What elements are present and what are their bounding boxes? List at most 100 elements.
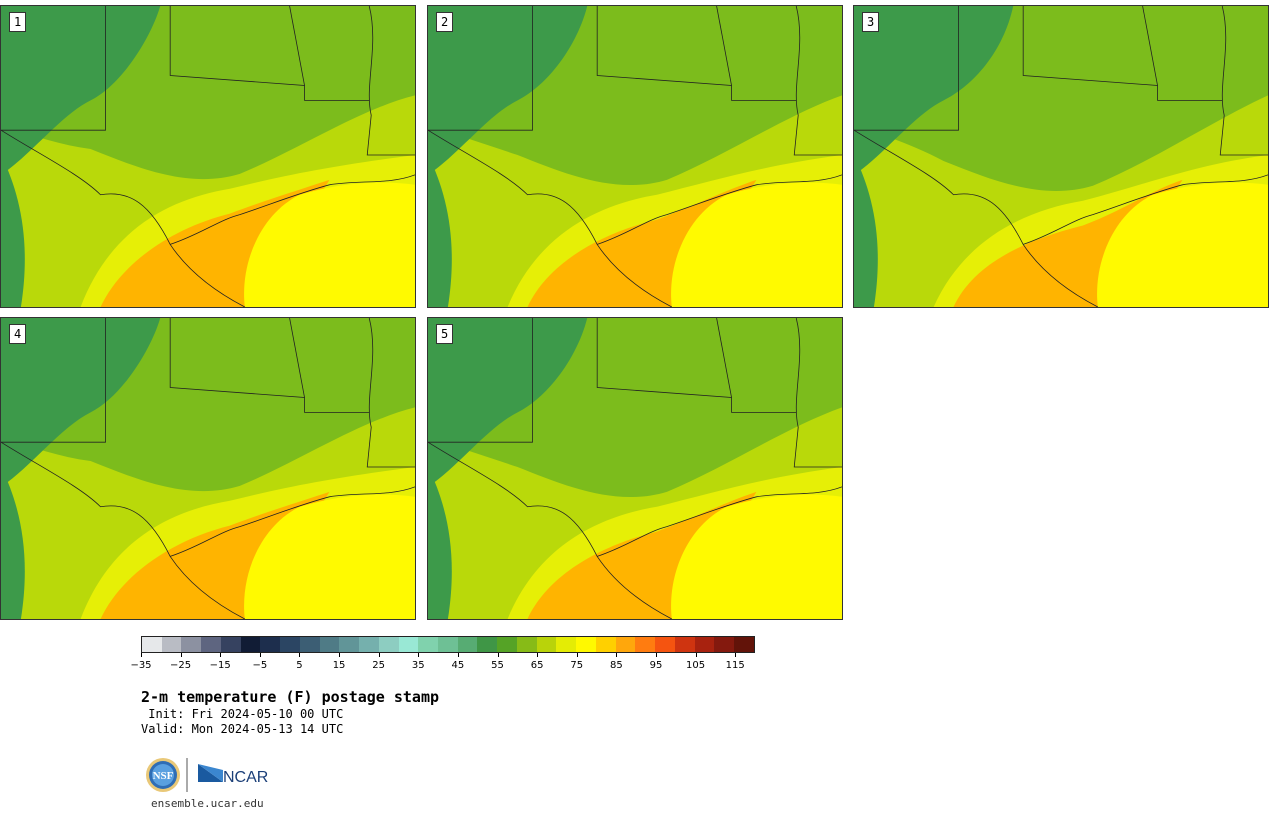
colorbar-swatch — [240, 637, 261, 652]
colorbar-tick — [141, 653, 142, 657]
colorbar-tick-label: 95 — [649, 660, 663, 671]
ncar-logo-icon: NCAR — [198, 764, 268, 786]
colorbar-swatch — [536, 637, 557, 652]
cool-region — [428, 6, 588, 175]
state-border — [428, 318, 533, 443]
gulf-region — [244, 494, 415, 619]
colorbar-swatch — [418, 637, 439, 652]
colorbar-tick — [576, 653, 578, 657]
colorbar-swatch — [655, 637, 675, 652]
colorbar-swatch — [161, 637, 182, 652]
coastal-hot-region — [527, 491, 757, 619]
coastal-hot-region — [100, 491, 330, 619]
colorbar-swatch — [260, 637, 281, 652]
state-border — [428, 6, 533, 131]
colorbar-tick-label: −15 — [209, 660, 231, 671]
colorbar-tick-label: 75 — [570, 660, 584, 671]
state-border — [1023, 174, 1268, 245]
state-border — [1, 129, 246, 307]
colorbar-tick-label: −35 — [130, 660, 152, 671]
colorbar-tick — [537, 653, 539, 657]
colorbar-tick — [339, 653, 341, 657]
cool-region — [428, 318, 588, 487]
init-time: Init: Fri 2024-05-10 00 UTC — [141, 707, 344, 721]
colorbar-swatch — [398, 637, 419, 652]
colorbar-swatch — [201, 637, 221, 652]
colorbar-tick-label: 115 — [725, 660, 745, 671]
colorbar-swatch — [595, 637, 616, 652]
colorbar-tick — [735, 653, 737, 657]
cool-region — [1, 6, 161, 175]
member-number-label: 1 — [9, 12, 27, 32]
state-border — [289, 318, 305, 398]
state-border — [1142, 6, 1158, 86]
temperature-colorbar — [141, 636, 755, 653]
west-cool-region — [428, 467, 452, 619]
colorbar-swatch — [477, 637, 498, 652]
ensemble-member-panel-2: 2 — [427, 5, 843, 308]
west-cool-region — [1, 155, 25, 307]
colorbar-tick — [616, 653, 618, 657]
colorbar-swatch — [280, 637, 300, 652]
colorbar-tick-label: 35 — [411, 660, 425, 671]
state-border — [597, 486, 842, 557]
colorbar-tick-label: 25 — [372, 660, 386, 671]
state-border — [1022, 6, 1223, 101]
west-cool-region — [428, 155, 452, 307]
colorbar-tick — [180, 653, 182, 657]
state-border — [170, 486, 415, 557]
state-border — [170, 174, 415, 245]
gulf-region — [671, 182, 842, 307]
colorbar-swatch — [142, 637, 162, 652]
svg-text:NCAR: NCAR — [223, 769, 268, 786]
colorbar-swatch — [694, 637, 715, 652]
svg-text:NSF: NSF — [153, 770, 174, 782]
member-number-label: 2 — [436, 12, 454, 32]
colorbar-swatch — [635, 637, 656, 652]
temperature-map-5 — [428, 318, 842, 619]
state-border — [793, 6, 842, 156]
coastal-hot-region — [953, 179, 1183, 307]
nsf-logo-icon: NSF — [146, 758, 180, 792]
state-border — [289, 6, 305, 86]
ensemble-member-panel-3: 3 — [853, 5, 1269, 308]
state-border — [597, 174, 842, 245]
state-border — [366, 6, 415, 156]
state-border — [169, 318, 370, 413]
colorbar-tick — [457, 653, 459, 657]
state-border — [793, 318, 842, 468]
state-border — [854, 129, 1099, 307]
state-border — [716, 318, 732, 398]
colorbar-swatch — [359, 637, 379, 652]
colorbar-swatch — [181, 637, 202, 652]
ensemble-member-panel-5: 5 — [427, 317, 843, 620]
colorbar-tick-label: 5 — [296, 660, 303, 671]
colorbar-swatch — [497, 637, 517, 652]
state-border — [596, 318, 797, 413]
colorbar-tick — [695, 653, 697, 657]
state-border — [1219, 6, 1268, 156]
colorbar-swatch — [220, 637, 241, 652]
temperature-map-2 — [428, 6, 842, 307]
plot-title: 2-m temperature (F) postage stamp — [141, 688, 440, 706]
colorbar-swatch — [714, 637, 735, 652]
west-cool-region — [1, 467, 25, 619]
ensemble-member-panel-4: 4 — [0, 317, 416, 620]
colorbar-tick — [655, 653, 657, 657]
colorbar-tick — [299, 653, 301, 657]
colorbar-swatch — [516, 637, 537, 652]
website-link[interactable]: ensemble.ucar.edu — [151, 797, 264, 810]
colorbar-tick-label: −25 — [170, 660, 192, 671]
colorbar-swatch — [734, 637, 754, 652]
gulf-region — [671, 494, 842, 619]
colorbar-swatch — [339, 637, 360, 652]
cool-region — [854, 6, 1014, 175]
colorbar-swatch — [576, 637, 596, 652]
colorbar-tick — [220, 653, 222, 657]
colorbar-swatch — [556, 637, 577, 652]
colorbar-swatch — [438, 637, 458, 652]
cool-region — [1, 318, 161, 487]
state-border — [1, 6, 106, 131]
colorbar-tick-label: −5 — [252, 660, 268, 671]
colorbar-tick — [497, 653, 499, 657]
